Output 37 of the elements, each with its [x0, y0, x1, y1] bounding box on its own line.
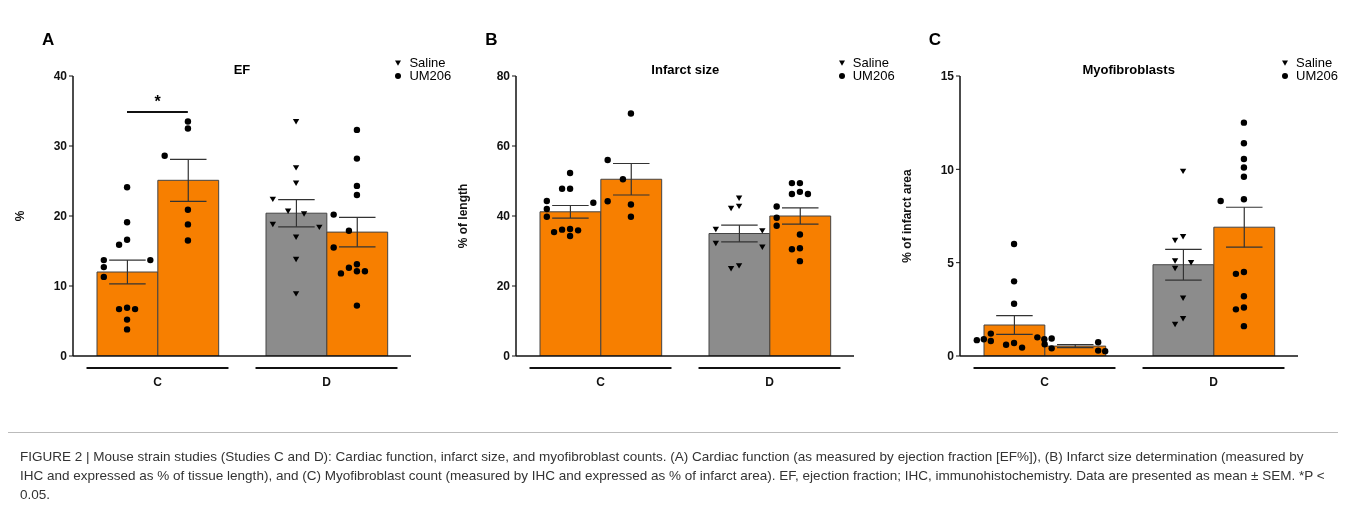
chart-title: Myofibroblasts	[1081, 62, 1176, 77]
y-tick-label: 40	[53, 69, 68, 84]
legend-label: Saline	[852, 55, 889, 70]
y-tick-label: 15	[940, 69, 954, 84]
chart-title: EF	[232, 62, 252, 77]
legend-label: UM206	[1296, 68, 1338, 83]
text: B	[485, 30, 498, 50]
caption: FIGURE 2 | Mouse strain studies (Studies C and D): Cardiac function, infarct size, and myofibroblast counts. (A) Cardiac function (as measured by ejection fraction [EF%]), (B) Infarct size determination (measured by IHC and expressed as % of tissue length), and (C) Myofibroblast count (measured by IHC and expressed as % of infarct area). EF, ejection fraction; IHC, immunohistochemistry. Data are presented as mean ± SEM. *P < 0.05.	[20, 448, 1326, 504]
y-tick-label: 0	[946, 349, 954, 364]
y-tick-label: 60	[496, 139, 511, 154]
text: C	[928, 30, 941, 50]
y-axis-title: % of infarct area	[899, 169, 914, 263]
y-tick-label: 20	[53, 209, 68, 224]
y-tick-label: 10	[53, 279, 68, 294]
legend-label: Saline	[1296, 55, 1333, 70]
x-tick-label: D	[765, 375, 775, 389]
x-tick-label: C	[153, 375, 163, 389]
x-tick-label: C	[1039, 375, 1049, 389]
x-tick-label: D	[1208, 375, 1218, 389]
y-tick-label: 30	[53, 139, 68, 154]
legend-label: Saline	[409, 55, 446, 70]
y-tick-label: 10	[940, 162, 954, 177]
annotation: *	[153, 92, 162, 111]
y-tick-label: 80	[496, 69, 511, 84]
y-axis-title: %	[13, 210, 28, 222]
y-tick-label: 20	[496, 279, 511, 294]
text: A	[42, 30, 55, 50]
y-tick-label: 40	[496, 209, 511, 224]
y-tick-label: 5	[946, 255, 954, 270]
y-tick-label: 0	[60, 349, 68, 364]
legend-label: UM206	[852, 68, 895, 83]
y-axis-title: % of length	[456, 183, 471, 249]
y-tick-label: 0	[503, 349, 511, 364]
x-tick-label: C	[596, 375, 606, 389]
legend-label: UM206	[409, 68, 452, 83]
chart-title: Infarct size	[650, 62, 721, 77]
x-tick-label: D	[322, 375, 332, 389]
